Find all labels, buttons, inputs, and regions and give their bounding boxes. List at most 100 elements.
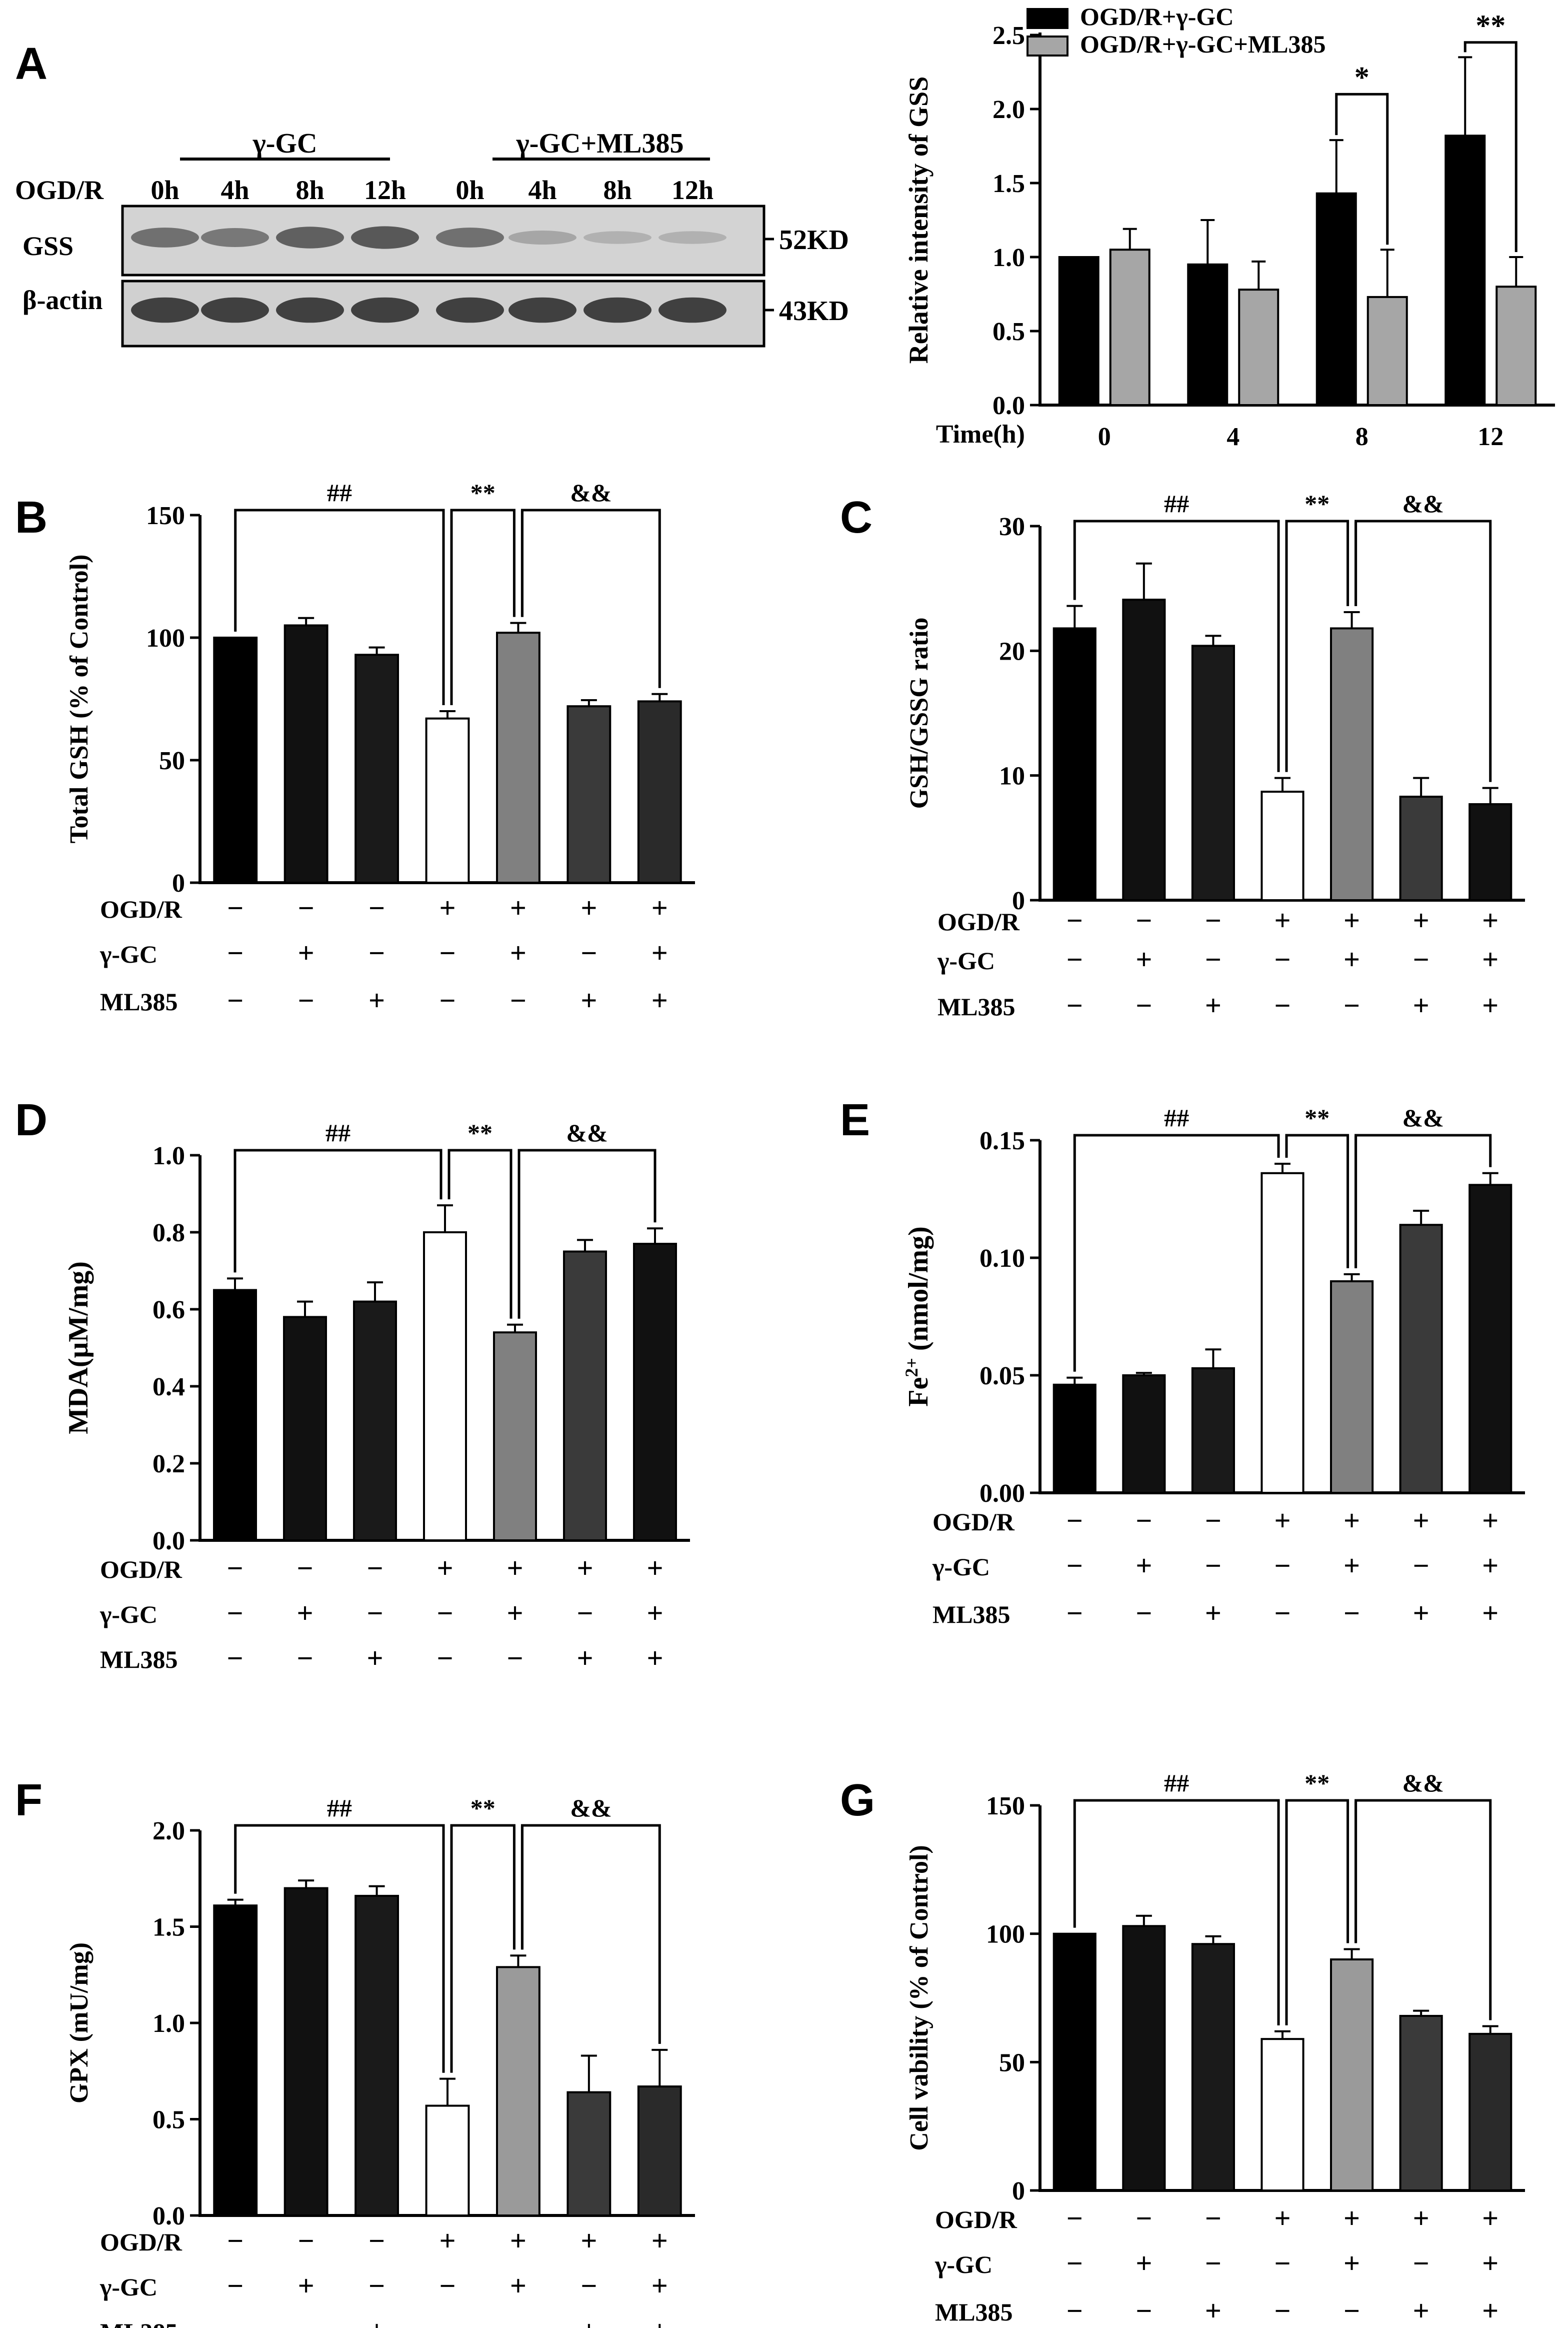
chart-g-treatment-sign-1-2: − — [1205, 2247, 1222, 2279]
chart-f-treatment-sign-0-4: + — [510, 2224, 526, 2257]
chart-c-bracket-label-0: ## — [1164, 490, 1189, 518]
chart-e-bar-4 — [1330, 1280, 1374, 1494]
chart-g-bracket-label-0: ## — [1164, 1769, 1189, 1797]
chart-e-treatment-sign-0-5: + — [1413, 1504, 1430, 1537]
chart-f-ytick-label-1: 0.5 — [152, 2106, 185, 2134]
chart-f-treatment-sign-2-0: − — [227, 2314, 244, 2328]
chart-g-bracket-2 — [1354, 1799, 1492, 2020]
chart-b-bracket-label-2: && — [570, 479, 612, 507]
chart-e-bracket-label-0: ## — [1164, 1104, 1189, 1132]
chart-g-treatment-label-2: ML385 — [935, 2298, 1013, 2326]
chart-d-treatment-sign-1-2: − — [366, 1597, 383, 1629]
chart-f-bar-6 — [637, 2085, 682, 2216]
chart-a-x-label: Time(h) — [936, 420, 1025, 449]
chart-d-treatment-sign-1-3: − — [436, 1597, 453, 1629]
chart-a-x-tick-label-3: 12 — [1478, 423, 1504, 451]
chart-d-treatment-sign-1-0: − — [226, 1597, 243, 1629]
chart-d-treatment-sign-2-4: − — [506, 1642, 523, 1674]
chart-f-treatment-sign-1-0: − — [227, 2269, 244, 2302]
chart-e-bar-3 — [1260, 1172, 1304, 1494]
chart-c-treatment-sign-2-5: + — [1413, 989, 1430, 1022]
chart-c-treatment-sign-2-1: − — [1136, 989, 1152, 1022]
chart-e-treatment-sign-1-2: − — [1205, 1549, 1222, 1582]
chart-e-treatment-sign-2-0: − — [1066, 1597, 1083, 1629]
chart-b-treatment-sign-2-1: − — [298, 984, 314, 1017]
chart-c: 0 10 20 30 GSH/GSSG ratio ## ** && OGD/R − − − + + + + γ… — [905, 490, 1525, 1022]
blot-size-actin: 43KD — [779, 296, 849, 327]
chart-g-y-label: Cell vability (% of Control) — [905, 1845, 934, 2150]
chart-e-treatment-label-0: OGD/R — [932, 1508, 1015, 1536]
chart-b-bar-0 — [213, 637, 258, 884]
chart-g-bracket-label-1: ** — [1304, 1769, 1330, 1797]
chart-f: 0.0 0.5 1.0 1.5 2.0 GPX (mU/mg) ## ** && OGD/R − − −… — [65, 1794, 695, 2328]
chart-f-treatment-sign-0-5: + — [580, 2224, 597, 2257]
chart-f-ytick-label-4: 2.0 — [152, 1817, 185, 1845]
blot-band-gss-7 — [658, 231, 726, 244]
chart-e-treatment-sign-1-0: − — [1066, 1549, 1083, 1582]
chart-g-bar-0 — [1052, 1932, 1096, 2192]
chart-d-treatment-sign-2-3: − — [436, 1642, 453, 1674]
chart-a-ytick-label-2: 1.0 — [992, 244, 1025, 272]
chart-b-ytick-label-1: 50 — [159, 747, 185, 775]
chart-e-bracket-label-1: ** — [1304, 1104, 1330, 1132]
chart-b-treatment-sign-2-0: − — [227, 984, 244, 1017]
chart-b-treatment-sign-1-5: − — [580, 937, 597, 969]
chart-g-bar-5 — [1399, 2014, 1443, 2192]
chart-e-bar-6 — [1468, 1184, 1512, 1494]
chart-a-x-tick-label-1: 4 — [1226, 423, 1240, 451]
blot-band-actin-0 — [131, 297, 199, 323]
chart-e-treatment-sign-0-4: + — [1344, 1504, 1360, 1537]
chart-b-bar-2 — [354, 654, 400, 884]
chart-a-ytick-label-4: 2.0 — [992, 96, 1025, 124]
chart-g-treatment-sign-0-6: + — [1482, 2202, 1498, 2234]
chart-a-sig-bracket-1 — [1464, 41, 1518, 252]
chart-g-treatment-sign-1-6: + — [1482, 2247, 1498, 2279]
chart-c-bar-2 — [1191, 645, 1236, 901]
chart-g-treatment-sign-2-1: − — [1136, 2294, 1152, 2327]
chart-f-bar-3 — [425, 2104, 470, 2216]
chart-c-treatment-sign-0-1: − — [1136, 904, 1152, 937]
chart-g-treatment-sign-0-4: + — [1344, 2202, 1360, 2234]
chart-d-treatment-sign-0-6: + — [646, 1552, 663, 1584]
chart-a-ytick-label-3: 1.5 — [992, 170, 1025, 198]
chart-f-treatment-sign-1-6: + — [652, 2269, 668, 2302]
chart-d-treatment-sign-1-5: − — [576, 1597, 593, 1629]
chart-d-bar-6 — [633, 1243, 677, 1542]
chart-f-treatment-sign-1-4: + — [510, 2269, 526, 2302]
chart-b: 0 50 100 150 Total GSH (% of Control) ## ** && O… — [65, 479, 695, 1017]
chart-a-bar-s0-3 — [1444, 135, 1486, 406]
chart-b-treatment-sign-1-6: + — [652, 937, 668, 969]
blot-band-actin-2 — [276, 297, 344, 323]
blot-timepoint-0: 0h — [150, 175, 179, 205]
chart-g-treatment-sign-0-5: + — [1413, 2202, 1430, 2234]
chart-c-treatment-sign-0-6: + — [1482, 904, 1498, 937]
chart-d-treatment-sign-0-3: + — [436, 1552, 453, 1584]
chart-a-bar-s1-1 — [1238, 289, 1280, 406]
chart-e-treatment-sign-2-1: − — [1136, 1597, 1152, 1629]
chart-b-treatment-sign-0-3: + — [439, 892, 456, 924]
chart-d-treatment-sign-0-2: − — [366, 1552, 383, 1584]
chart-c-bracket-label-1: ** — [1304, 490, 1330, 518]
chart-d-treatment-label-1: γ-GC — [100, 1600, 158, 1628]
chart-f-treatment-sign-0-3: + — [439, 2224, 456, 2257]
chart-e-bar-1 — [1122, 1374, 1166, 1494]
blot-band-actin-3 — [351, 297, 419, 323]
chart-c-bar-6 — [1468, 803, 1512, 901]
chart-c-ytick-label-3: 30 — [999, 513, 1025, 541]
chart-a-y-label: Relative intensity of GSS — [904, 77, 934, 364]
chart-g-treatment-sign-1-4: + — [1344, 2247, 1360, 2279]
chart-f-treatment-label-2: ML385 — [100, 2318, 178, 2328]
chart-f-treatment-sign-0-2: − — [368, 2224, 385, 2257]
chart-e-treatment-label-2: ML385 — [932, 1600, 1010, 1628]
chart-d-ytick-label-4: 0.8 — [152, 1219, 185, 1247]
chart-c-treatment-sign-1-2: − — [1205, 943, 1222, 976]
chart-c-bracket-2 — [1354, 520, 1492, 782]
chart-d-treatment-sign-0-0: − — [226, 1552, 243, 1584]
chart-g-treatment-sign-2-2: + — [1205, 2294, 1222, 2327]
chart-e-bracket-2 — [1354, 1134, 1492, 1268]
chart-g-bar-3 — [1260, 2038, 1304, 2191]
chart-f-treatment-sign-2-6: + — [652, 2314, 668, 2328]
chart-d-bracket-1 — [448, 1149, 512, 1319]
chart-g-bracket-1 — [1285, 1799, 1350, 2025]
panel-letter-a: A — [15, 39, 48, 89]
